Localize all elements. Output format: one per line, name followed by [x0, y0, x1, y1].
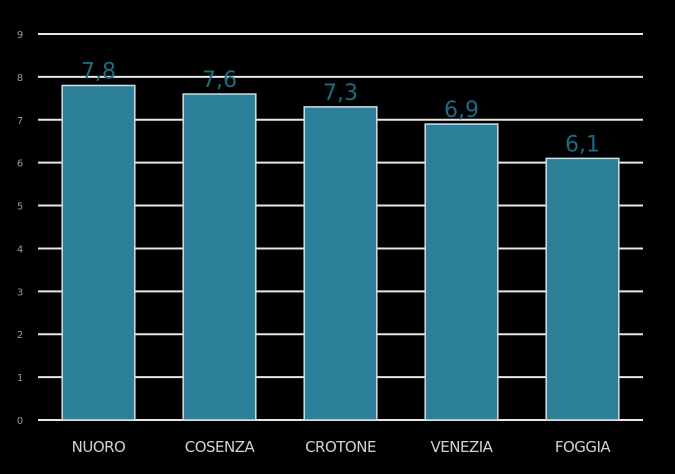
category-label: NUORO	[72, 438, 126, 456]
bar-venezia	[424, 123, 499, 421]
y-tick-label: 7	[17, 116, 23, 127]
y-tick-label: 6	[17, 159, 23, 170]
y-tick-label: 1	[17, 373, 23, 384]
y-tick-label: 0	[17, 416, 23, 427]
category-label: FOGGIA	[555, 438, 612, 456]
category-label: VENEZIA	[431, 438, 494, 456]
y-axis-ticks: 0 1 2 3 4 5 6 7 8 9	[17, 30, 23, 427]
x-axis-categories: NUORO COSENZA CROTONE VENEZIA FOGGIA	[72, 438, 612, 456]
bar-crotone	[303, 106, 378, 421]
y-tick-label: 9	[17, 30, 23, 41]
bar-nuoro	[61, 84, 136, 421]
y-tick-label: 3	[17, 287, 23, 298]
bar-cosenza	[182, 93, 257, 421]
y-tick-label: 5	[17, 202, 23, 213]
data-label: 7,3	[323, 81, 358, 106]
category-label: COSENZA	[185, 438, 256, 456]
data-label: 6,1	[565, 132, 600, 157]
bar-foggia	[545, 157, 620, 421]
y-tick-label: 8	[17, 73, 23, 84]
data-labels: 7,8 7,6 7,3 6,9 6,1	[81, 59, 600, 157]
category-label: CROTONE	[305, 438, 376, 456]
bars	[61, 84, 620, 421]
y-tick-label: 2	[17, 330, 23, 341]
y-tick-label: 4	[17, 244, 23, 255]
data-label: 7,8	[81, 59, 116, 84]
data-label: 6,9	[444, 98, 479, 123]
data-label: 7,6	[202, 68, 237, 93]
